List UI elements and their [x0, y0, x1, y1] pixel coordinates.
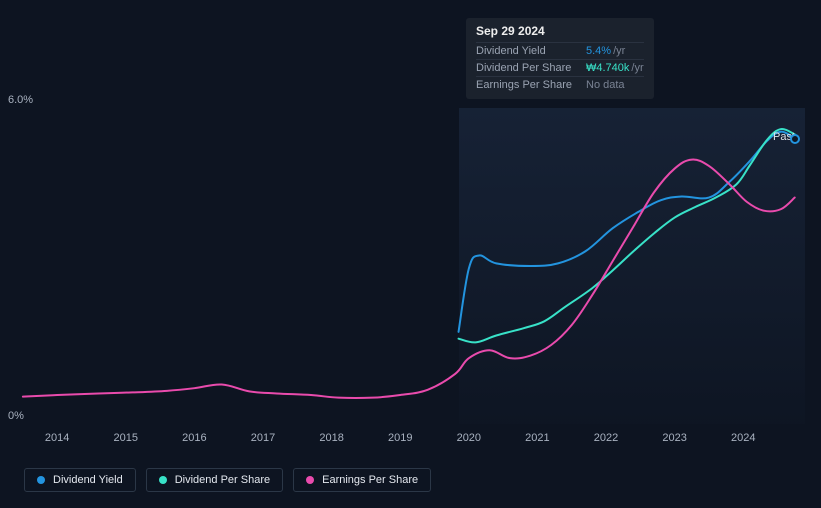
x-axis-year-label: 2024: [731, 432, 755, 444]
tooltip-row-value: 5.4%/yr: [586, 45, 625, 57]
chart-lines: [16, 108, 805, 424]
x-axis-year-label: 2014: [45, 432, 69, 444]
x-axis-year-label: 2016: [182, 432, 206, 444]
chart-legend: Dividend Yield Dividend Per Share Earnings…: [24, 468, 431, 492]
legend-item[interactable]: Dividend Yield: [24, 468, 136, 492]
x-axis: 2014 2015 2016 2017 2018 2019 2020 2021 2022 2023…: [16, 432, 805, 446]
tooltip-row-value: No data: [586, 79, 625, 91]
legend-label: Dividend Yield: [53, 474, 123, 486]
tooltip-row-label: Dividend Yield: [476, 45, 586, 57]
series-line: [459, 129, 795, 342]
x-axis-year-label: 2015: [114, 432, 138, 444]
tooltip-row: Earnings Per ShareNo data: [476, 76, 644, 93]
y-axis-max-label: 6.0%: [8, 94, 33, 106]
x-axis-year-label: 2023: [662, 432, 686, 444]
x-axis-year-label: 2017: [251, 432, 275, 444]
legend-item[interactable]: Earnings Per Share: [293, 468, 431, 492]
legend-dot-icon: [37, 476, 45, 484]
tooltip-row-value: ₩4.740k/yr: [586, 62, 644, 74]
chart-tooltip: Sep 29 2024 Dividend Yield5.4%/yrDividen…: [466, 18, 654, 99]
tooltip-row: Dividend Per Share₩4.740k/yr: [476, 59, 644, 76]
legend-dot-icon: [159, 476, 167, 484]
legend-dot-icon: [306, 476, 314, 484]
tooltip-row-label: Earnings Per Share: [476, 79, 586, 91]
x-axis-year-label: 2022: [594, 432, 618, 444]
legend-label: Dividend Per Share: [175, 474, 270, 486]
x-axis-year-label: 2020: [457, 432, 481, 444]
x-axis-year-label: 2018: [319, 432, 343, 444]
tooltip-row-label: Dividend Per Share: [476, 62, 586, 74]
x-axis-year-label: 2019: [388, 432, 412, 444]
current-point-marker: [790, 134, 800, 144]
dividend-history-chart: [16, 108, 805, 424]
legend-item[interactable]: Dividend Per Share: [146, 468, 283, 492]
tooltip-date: Sep 29 2024: [476, 24, 644, 42]
series-line: [459, 132, 795, 332]
series-line: [23, 160, 795, 398]
tooltip-row: Dividend Yield5.4%/yr: [476, 42, 644, 59]
x-axis-year-label: 2021: [525, 432, 549, 444]
legend-label: Earnings Per Share: [322, 474, 418, 486]
